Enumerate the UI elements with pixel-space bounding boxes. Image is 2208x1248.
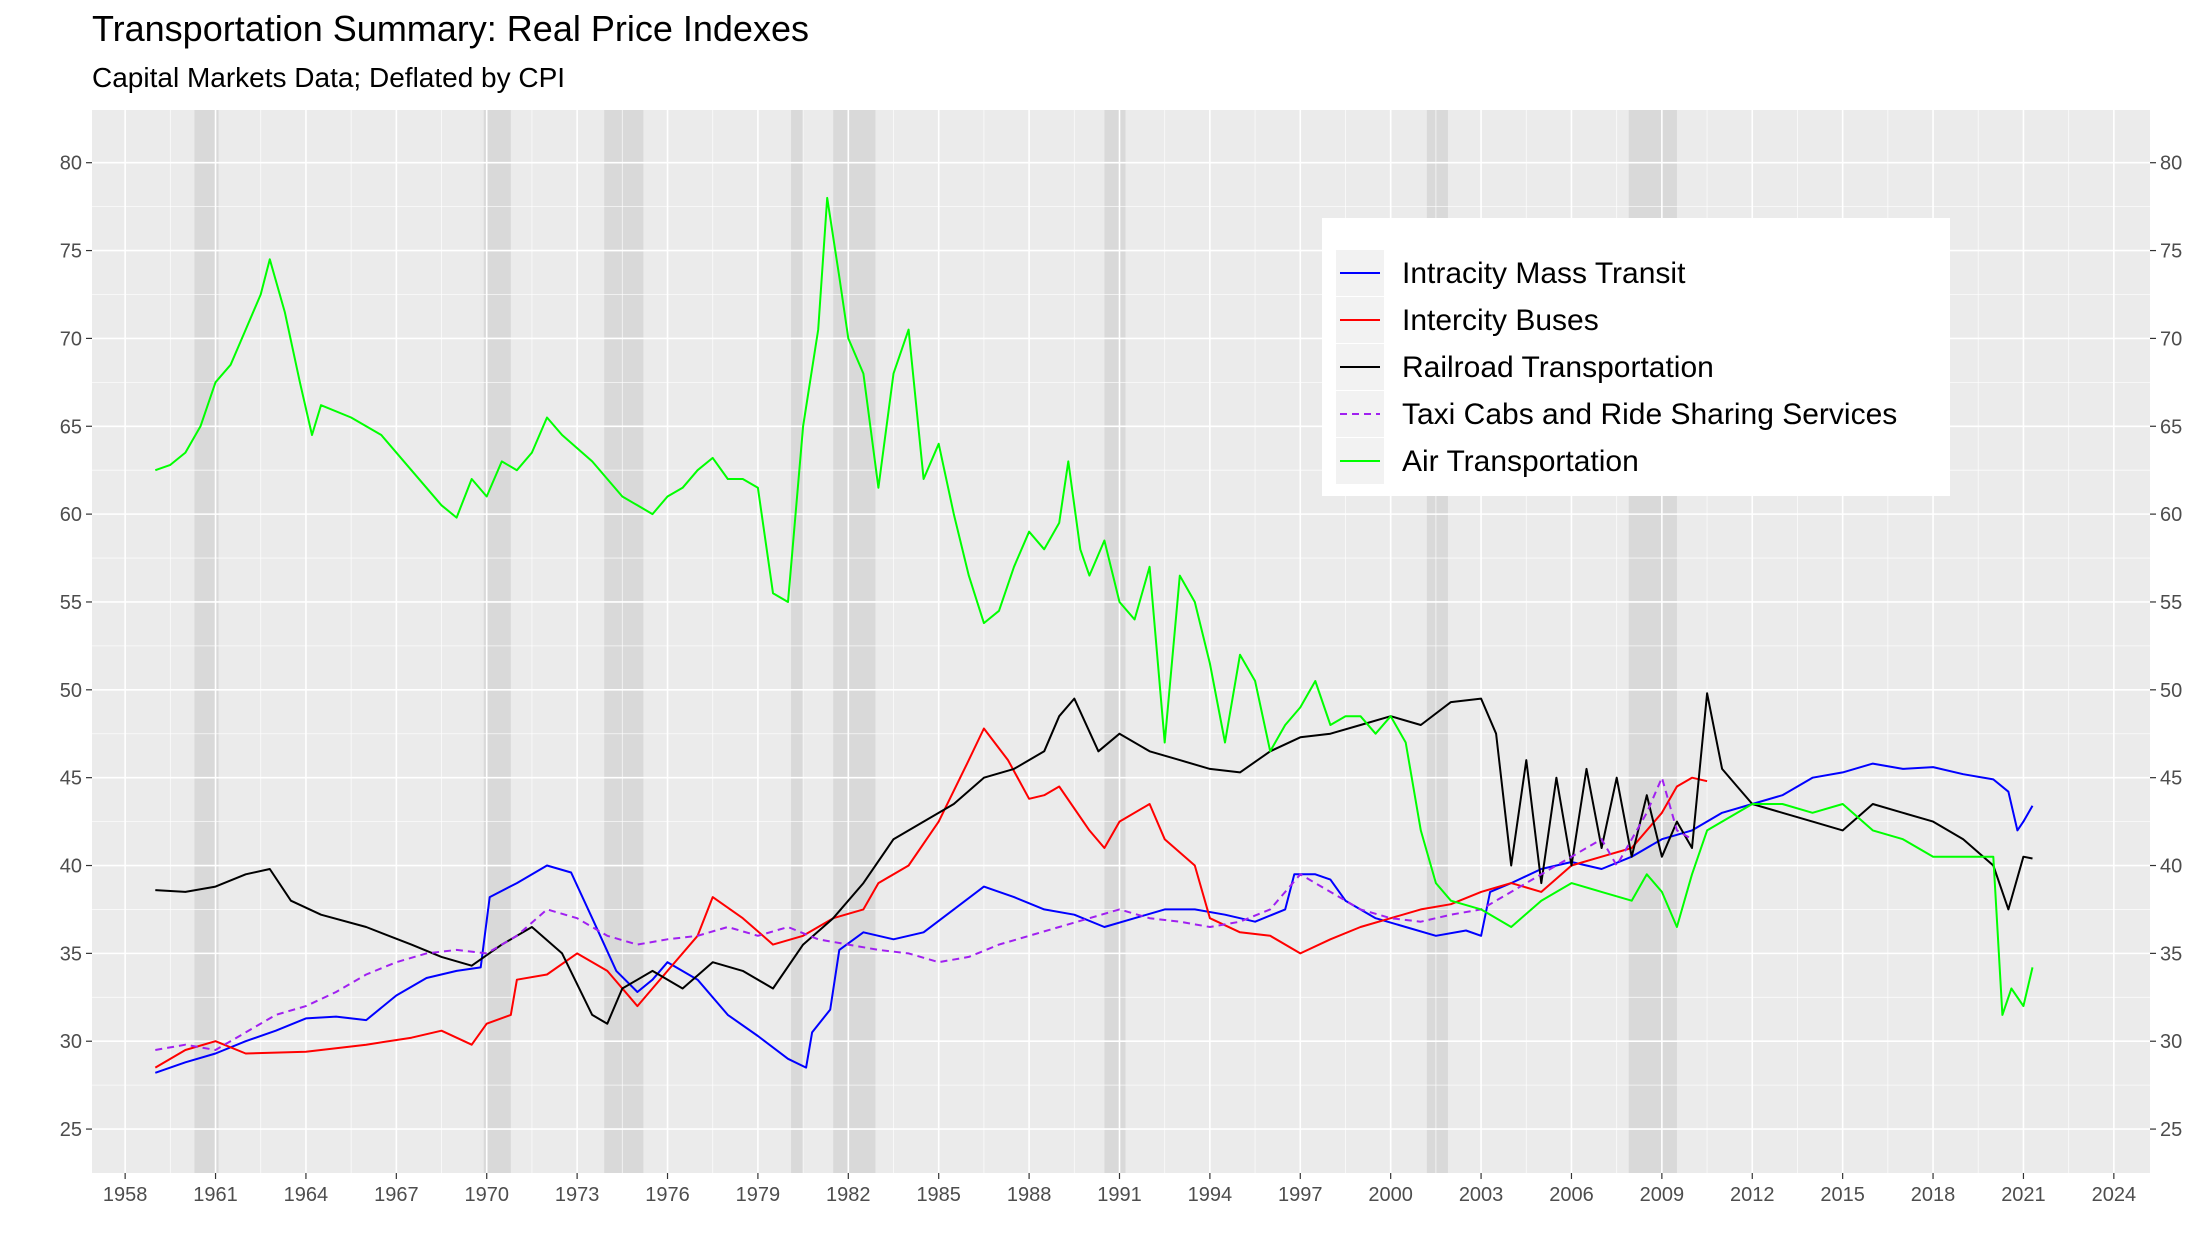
y-tick-label-left: 80 — [60, 153, 82, 175]
x-tick-label: 1976 — [645, 1184, 690, 1206]
recession-shading — [194, 110, 1677, 1173]
x-tick-label: 1997 — [1278, 1184, 1323, 1206]
y-tick-label-right: 80 — [2160, 153, 2182, 175]
series-line — [155, 776, 1693, 1051]
y-tick-label-left: 40 — [60, 856, 82, 878]
y-tick-label-right: 55 — [2160, 592, 2182, 614]
x-tick-label: 1991 — [1097, 1184, 1142, 1206]
x-tick-label: 1964 — [284, 1184, 329, 1206]
recession-band — [791, 110, 804, 1173]
x-tick-label: 2024 — [2092, 1184, 2137, 1206]
recession-band — [483, 110, 511, 1173]
y-tick-label-right: 60 — [2160, 504, 2182, 526]
y-tick-label-left: 35 — [60, 943, 82, 965]
y-tick-label-left: 25 — [60, 1119, 82, 1141]
recession-band — [194, 110, 219, 1173]
x-tick-label: 1973 — [555, 1184, 600, 1206]
y-tick-label-left: 30 — [60, 1031, 82, 1053]
recession-band — [833, 110, 876, 1173]
series-line — [154, 196, 2034, 1016]
x-tick-label: 2015 — [1820, 1184, 1865, 1206]
y-tick-label-right: 45 — [2160, 768, 2182, 790]
x-tick-label: 1982 — [826, 1184, 871, 1206]
x-tick-label: 2006 — [1549, 1184, 1594, 1206]
x-tick-label: 1970 — [464, 1184, 509, 1206]
y-tick-label-right: 30 — [2160, 1031, 2182, 1053]
x-tick-label: 2021 — [2001, 1184, 2046, 1206]
legend: Intracity Mass Transit Intercity Buses Rai… — [1322, 218, 1950, 496]
y-tick-label-right: 70 — [2160, 328, 2182, 350]
series-line — [154, 727, 1708, 1069]
y-tick-label-right: 35 — [2160, 943, 2182, 965]
x-tick-label: 2003 — [1459, 1184, 1504, 1206]
series-line — [155, 692, 2033, 1025]
legend-label: Air Transportation — [1402, 445, 1639, 478]
x-tick-label: 1988 — [1007, 1184, 1052, 1206]
y-tick-label-left: 65 — [60, 416, 82, 438]
y-tick-label-left: 75 — [60, 241, 82, 263]
series-lines — [154, 196, 2034, 1074]
chart-title: Transportation Summary: Real Price Index… — [92, 8, 809, 49]
x-tick-label: 1967 — [374, 1184, 419, 1206]
y-tick-label-left: 60 — [60, 504, 82, 526]
y-tick-label-left: 70 — [60, 328, 82, 350]
legend-box — [1322, 218, 1950, 496]
y-tick-label-left: 50 — [60, 680, 82, 702]
axes: 1958 1961 1964 1967 1970 1973 1976 1979 1982 1985… — [60, 153, 2183, 1206]
y-tick-label-left: 55 — [60, 592, 82, 614]
recession-band — [1104, 110, 1126, 1173]
legend-label: Intercity Buses — [1402, 304, 1599, 337]
y-tick-label-right: 40 — [2160, 856, 2182, 878]
chart-subtitle: Capital Markets Data; Deflated by CPI — [92, 62, 566, 93]
x-tick-label: 2012 — [1730, 1184, 1775, 1206]
y-tick-label-right: 75 — [2160, 241, 2182, 263]
x-tick-label: 1979 — [736, 1184, 781, 1206]
x-tick-label: 2000 — [1368, 1184, 1413, 1206]
x-tick-label: 1958 — [103, 1184, 148, 1206]
x-tick-label: 1961 — [193, 1184, 238, 1206]
y-tick-label-left: 45 — [60, 768, 82, 790]
x-tick-label: 2018 — [1911, 1184, 1956, 1206]
x-tick-label: 1985 — [916, 1184, 961, 1206]
legend-label: Intracity Mass Transit — [1402, 257, 1686, 290]
y-tick-label-right: 65 — [2160, 416, 2182, 438]
legend-label: Railroad Transportation — [1402, 351, 1714, 384]
y-tick-label-right: 50 — [2160, 680, 2182, 702]
recession-band — [604, 110, 644, 1173]
x-tick-label: 2009 — [1640, 1184, 1685, 1206]
legend-label: Taxi Cabs and Ride Sharing Services — [1402, 398, 1897, 431]
y-tick-label-right: 25 — [2160, 1119, 2182, 1141]
x-tick-label: 1994 — [1188, 1184, 1233, 1206]
series-line — [154, 762, 2034, 1074]
